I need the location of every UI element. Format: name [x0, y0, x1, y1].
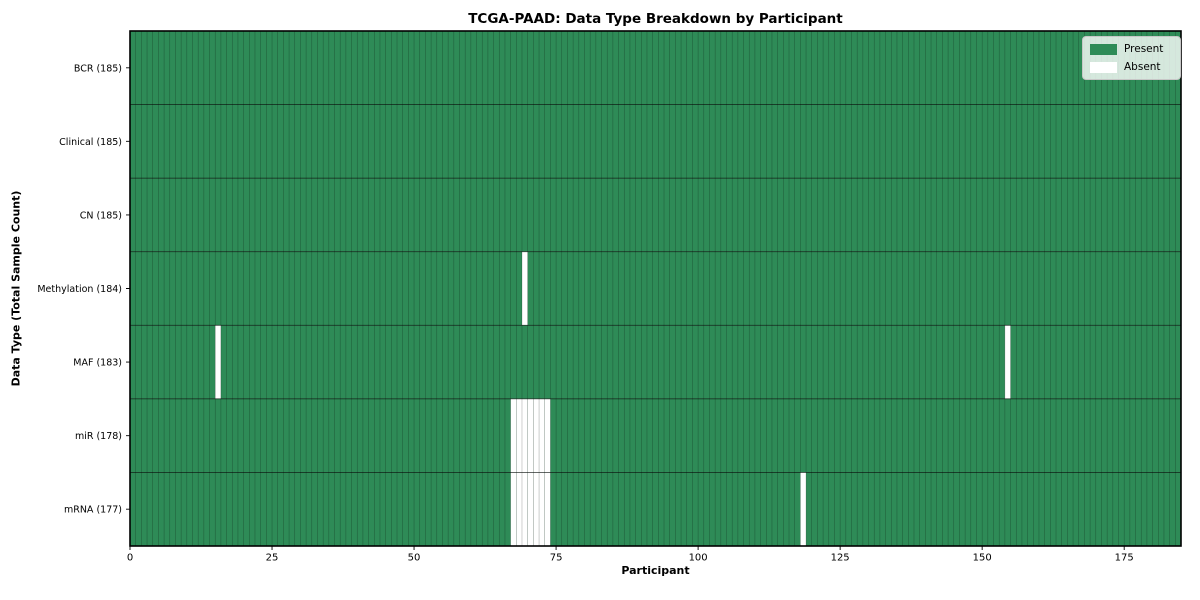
absent-cell-mRNA-67 — [510, 472, 517, 546]
y-tick-label-Methylation: Methylation (184) — [37, 284, 122, 295]
legend-label-present: Present — [1124, 43, 1164, 55]
row-band-BCR — [130, 31, 1181, 105]
absent-cell-miR-67 — [510, 398, 517, 473]
legend: Present Absent — [1082, 36, 1181, 80]
absent-cell-miR-70 — [527, 398, 534, 473]
row-band-CN — [130, 178, 1181, 252]
y-tick-label-Clinical: Clinical (185) — [59, 137, 122, 148]
y-tick-label-MAF: MAF (183) — [73, 358, 122, 369]
y-tick-label-CN: CN (185) — [80, 210, 122, 221]
row-band-mRNA — [130, 472, 1181, 546]
absent-cell-miR-69 — [521, 398, 528, 473]
y-tick-label-mRNA: mRNA (177) — [64, 505, 122, 516]
row-separator-lines — [130, 104, 1181, 473]
row-band-Clinical — [130, 104, 1181, 179]
chart-title: TCGA-PAAD: Data Type Breakdown by Partic… — [468, 11, 843, 27]
legend-entry-present: Present — [1090, 43, 1172, 55]
y-axis-label: Data Type (Total Sample Count) — [9, 190, 23, 387]
x-tick-label-100: 100 — [689, 553, 708, 564]
absent-cell-miR-68 — [516, 398, 522, 473]
absent-cell-MAF-154 — [1004, 325, 1011, 399]
absent-cell-mRNA-72 — [539, 472, 545, 546]
absent-cell-MAF-15 — [215, 325, 221, 399]
row-band-MAF — [130, 325, 1181, 399]
absent-cell-mRNA-70 — [527, 472, 534, 546]
y-tick-label-miR: miR (178) — [75, 431, 122, 442]
legend-label-absent: Absent — [1124, 61, 1161, 73]
x-tick-label-75: 75 — [550, 553, 563, 564]
x-tick-label-50: 50 — [408, 553, 421, 564]
absent-cell-miR-71 — [533, 398, 540, 473]
x-tick-marks — [129, 546, 1125, 550]
x-axis-label: Participant — [621, 564, 690, 577]
x-tick-label-125: 125 — [831, 553, 850, 564]
absent-cell-Methylation-69 — [521, 251, 528, 326]
absent-cell-mRNA-71 — [533, 472, 540, 546]
absent-cell-mRNA-73 — [544, 472, 551, 546]
absent-cell-mRNA-118 — [800, 472, 807, 546]
y-tick-label-BCR: BCR (185) — [74, 63, 122, 74]
absent-cell-mRNA-69 — [521, 472, 528, 546]
legend-entry-absent: Absent — [1090, 61, 1172, 73]
absent-swatch — [1090, 61, 1117, 73]
row-band-Methylation — [130, 251, 1181, 326]
x-tick-label-175: 175 — [1115, 553, 1134, 564]
absent-cell-mRNA-68 — [516, 472, 522, 546]
y-tick-marks — [126, 67, 130, 510]
x-tick-label-0: 0 — [127, 553, 133, 564]
absent-cell-miR-73 — [544, 398, 551, 473]
x-tick-label-25: 25 — [266, 553, 279, 564]
x-tick-label-150: 150 — [973, 553, 992, 564]
present-swatch — [1090, 43, 1117, 55]
row-band-miR — [130, 398, 1181, 473]
absent-cell-miR-72 — [539, 398, 545, 473]
